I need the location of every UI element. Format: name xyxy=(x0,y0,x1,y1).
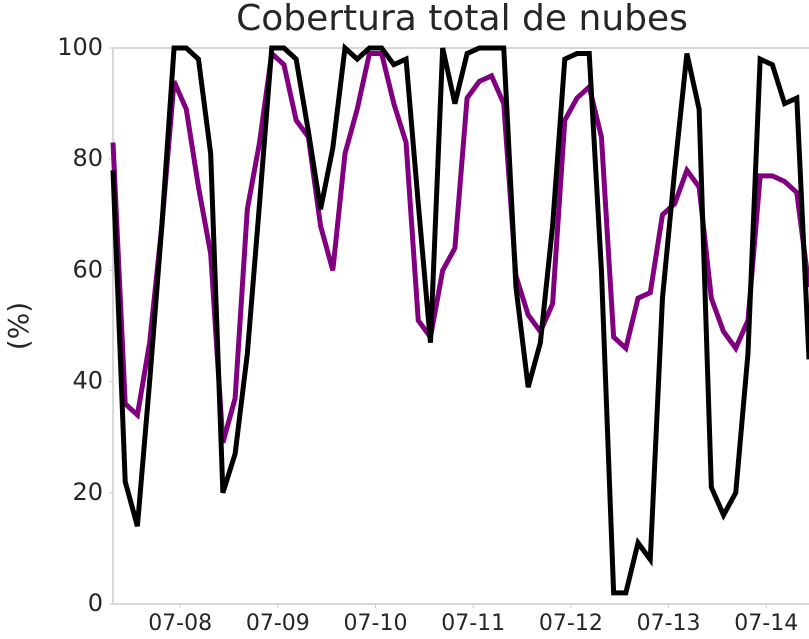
x-tick-label: 07-09 xyxy=(246,611,310,636)
line-series xyxy=(110,42,809,596)
y-tick-label: 20 xyxy=(72,478,103,506)
y-tick-label: 0 xyxy=(88,589,103,617)
y-tick-label: 80 xyxy=(72,144,103,172)
x-tick-label: 07-13 xyxy=(637,611,701,636)
chart-title: Cobertura total de nubes xyxy=(236,0,688,39)
x-tick-label: 07-14 xyxy=(734,611,798,636)
line-series xyxy=(110,48,809,444)
y-tick-label: 60 xyxy=(72,255,103,283)
y-tick-label: 100 xyxy=(57,33,103,61)
y-tick-label: 40 xyxy=(72,367,103,395)
x-tick-label: 07-12 xyxy=(539,611,603,636)
y-axis-label: (%) xyxy=(2,302,35,350)
x-tick-label: 07-11 xyxy=(441,611,505,636)
x-tick-label: 07-08 xyxy=(148,611,212,636)
x-tick-label: 07-10 xyxy=(344,611,408,636)
